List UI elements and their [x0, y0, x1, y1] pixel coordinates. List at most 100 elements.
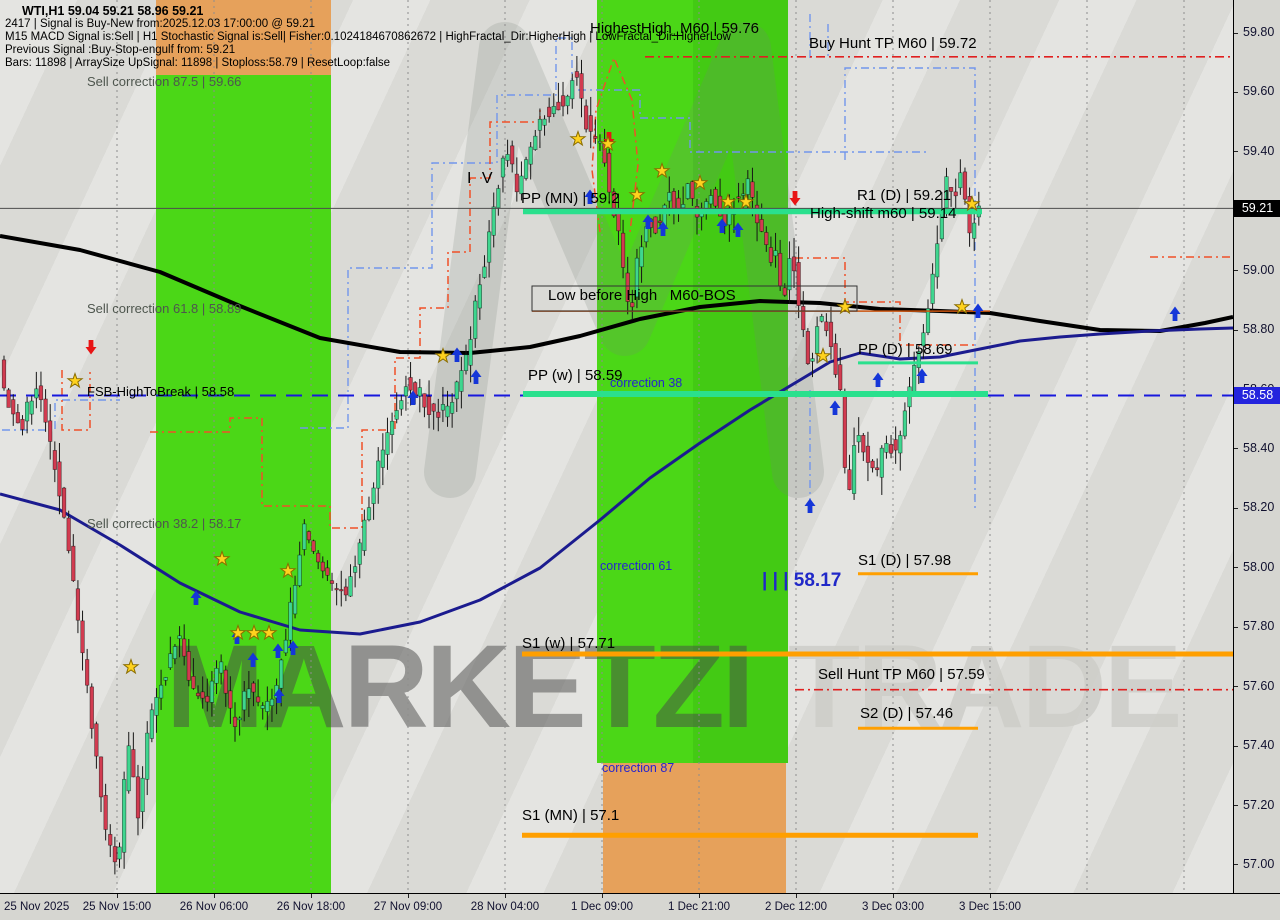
candle-body — [408, 377, 413, 391]
sell-correction-875-label: Sell correction 87.5 | 59.66 — [87, 74, 242, 89]
candle-body — [639, 246, 644, 268]
candle-body — [362, 519, 367, 551]
candle-body — [191, 676, 196, 689]
sell-hunt-tp-label: Sell Hunt TP M60 | 57.59 — [818, 666, 985, 683]
candle-body — [297, 554, 302, 586]
buy-arrow-icon — [872, 372, 884, 387]
candle-body — [893, 439, 898, 451]
stop-dash-line — [795, 257, 975, 346]
candle-body — [422, 393, 427, 408]
candle-body — [66, 517, 71, 552]
buy-arrow-icon — [190, 590, 202, 605]
chart-canvas[interactable]: MARKETZI TRADE WTI,H1 59.04 59.21 58.96 5… — [0, 0, 1233, 893]
candle-body — [935, 243, 940, 278]
correction-87-label: correction 87 — [602, 761, 675, 775]
candle-body — [851, 445, 857, 494]
price-tick — [1234, 507, 1238, 509]
candle-body — [912, 365, 917, 395]
buy-hunt-tp-label: Buy Hunt TP M60 | 59.72 — [809, 35, 977, 52]
price-tick — [1234, 32, 1238, 34]
price-tick-label: 59.00 — [1243, 262, 1275, 277]
candle-body — [200, 691, 205, 699]
candle-body — [861, 435, 866, 453]
candle-body — [343, 586, 348, 596]
candle-body — [311, 540, 316, 552]
candle-body — [681, 204, 686, 209]
star-icon — [814, 346, 832, 364]
candle-body — [316, 552, 321, 563]
chart-graphics: MARKETZI TRADE — [0, 0, 1233, 893]
candle-body — [122, 779, 127, 853]
candle-body — [916, 351, 921, 369]
candle-body — [431, 403, 436, 412]
time-axis[interactable]: 25 Nov 2025 25 Nov 15:00 26 Nov 06:00 26 No… — [0, 893, 1280, 920]
buy-arrow-icon — [451, 347, 463, 362]
candle-body — [403, 386, 409, 397]
star-icon — [653, 161, 671, 179]
candle-body — [902, 410, 907, 437]
price-tick — [1234, 805, 1238, 807]
candle-body — [269, 698, 275, 707]
ma-slow-blue — [0, 326, 1233, 636]
candle-body — [556, 101, 561, 111]
candle-body — [685, 183, 690, 199]
candle-body — [279, 659, 284, 689]
candle-body — [584, 105, 589, 130]
candle-body — [819, 315, 824, 322]
price-tick — [1234, 91, 1238, 93]
candle-body — [542, 118, 547, 126]
star-icon — [963, 194, 981, 212]
candle-body — [634, 257, 640, 298]
sell-arrow-icon — [85, 340, 97, 355]
correction-61-label: correction 61 — [600, 559, 673, 573]
candle-body — [329, 580, 335, 584]
candle-body — [607, 152, 612, 193]
bos-label-box — [531, 285, 858, 312]
candle-body — [71, 545, 76, 581]
candle-body — [436, 411, 441, 418]
candle-body — [962, 171, 968, 200]
watermark-brand-dark: MARKETZI — [166, 621, 752, 753]
candle-body — [389, 420, 395, 435]
buy-arrow-icon — [287, 640, 299, 655]
time-tick — [311, 894, 312, 898]
candle-body — [930, 273, 935, 304]
time-tick — [505, 894, 506, 898]
candle-body — [796, 262, 801, 306]
candle-body — [773, 250, 778, 257]
star-icon — [737, 192, 755, 210]
candle-body — [717, 195, 723, 217]
candle-body — [149, 709, 154, 739]
price-axis[interactable]: 59.21 58.58 59.80 59.60 59.40 59.00 58.80 58.… — [1233, 0, 1280, 893]
star-icon — [122, 657, 140, 675]
highest-high-label: HighestHigh_M60 | 59.76 — [590, 20, 759, 37]
candle-body — [52, 450, 57, 470]
candle-body — [925, 308, 931, 334]
price-tick — [1234, 448, 1238, 450]
star-icon — [836, 297, 854, 315]
candle-body — [463, 354, 469, 371]
candle-body — [473, 300, 478, 339]
candle-body — [468, 339, 473, 366]
candle-body — [593, 136, 598, 139]
candle-body — [533, 135, 538, 150]
candle-body — [223, 669, 228, 694]
previous-signal-line: Previous Signal :Buy-Stop-engulf from: 5… — [5, 44, 236, 56]
support1-weekly-label: S1 (w) | 57.71 — [522, 635, 616, 652]
star-icon — [260, 623, 278, 641]
candle-body — [953, 191, 958, 197]
price-tick — [1234, 151, 1238, 153]
candle-body — [500, 157, 506, 178]
candle-body — [547, 106, 552, 118]
candle-body — [879, 447, 884, 478]
candle-body — [565, 95, 570, 107]
candle-body — [537, 118, 543, 131]
candle-body — [334, 588, 339, 591]
candle-body — [182, 638, 187, 657]
star-icon — [245, 623, 263, 641]
candle-body — [486, 231, 492, 263]
candle-body — [884, 443, 889, 453]
candle-body — [205, 695, 210, 703]
pivot-weekly-label: PP (w) | 58.59 — [528, 367, 623, 384]
time-tick-label: 25 Nov 2025 — [4, 901, 70, 913]
